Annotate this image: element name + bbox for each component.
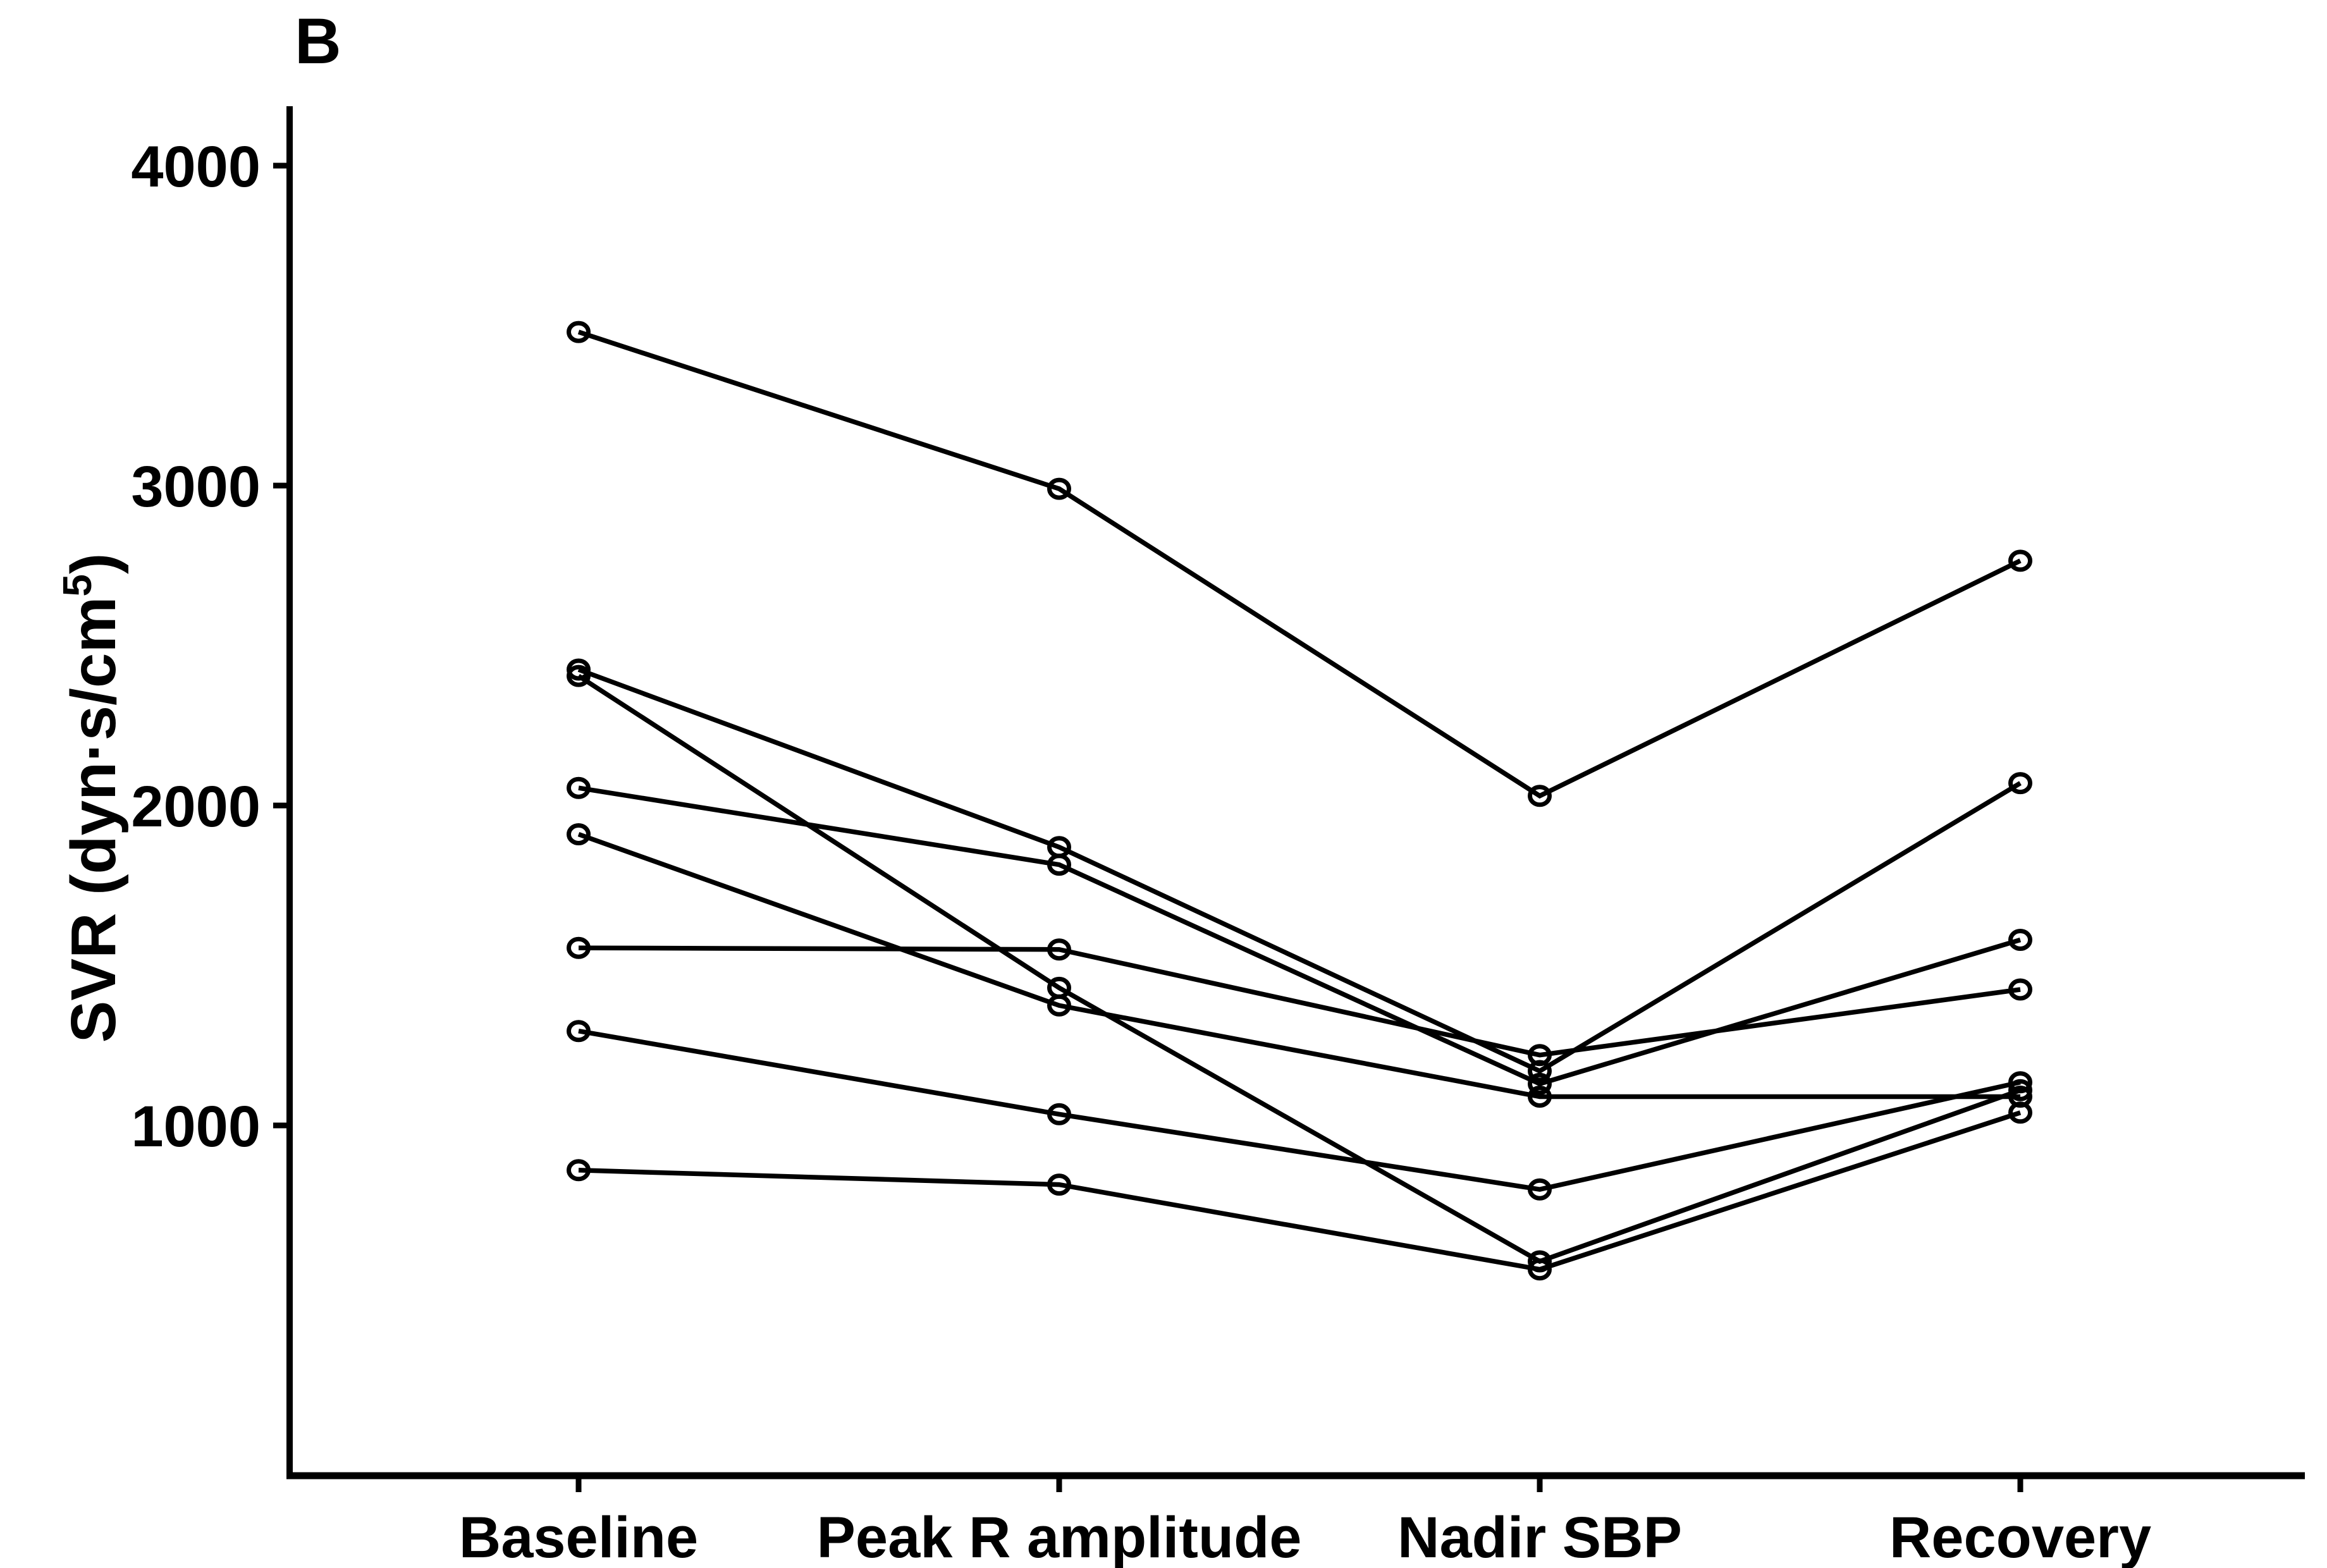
series-markers-group (567, 321, 2032, 1281)
data-point-subject-2-3 (2008, 772, 2032, 795)
data-point-subject-4-1 (1047, 854, 1071, 876)
data-point-subject-4-0 (567, 776, 591, 799)
data-point-subject-6-0 (567, 936, 591, 959)
series-line-subject-2 (577, 667, 2022, 1074)
y-tick-label-4000: 4000 (131, 135, 261, 199)
panel-label: B (295, 5, 341, 77)
data-point-subject-8-1 (1047, 1173, 1071, 1196)
data-point-subject-8-0 (567, 1159, 591, 1182)
series-line-subject-1 (577, 329, 2022, 799)
data-point-subject-6-3 (2008, 978, 2032, 1001)
data-point-subject-3-3 (2008, 1079, 2032, 1101)
x-category-label-2: Nadir SBP (1397, 1505, 1682, 1568)
data-point-subject-7-0 (567, 1020, 591, 1043)
series-line-subject-4 (578, 785, 2022, 1087)
data-point-subject-7-2 (1528, 1178, 1552, 1201)
y-tick-label-1000: 1000 (131, 1094, 261, 1159)
y-axis-title: SVR (dyn·s/cm5) (54, 553, 129, 1043)
data-point-subject-4-3 (2008, 929, 2032, 951)
y-tick-label-3000: 3000 (131, 455, 261, 519)
data-point-subject-5-1 (1047, 994, 1071, 1017)
data-point-subject-8-2 (1528, 1258, 1552, 1281)
series-line-subject-5 (577, 831, 2020, 1099)
series-line-subject-7 (578, 1029, 2021, 1192)
data-point-subject-5-2 (1528, 1086, 1552, 1108)
data-point-subject-1-3 (2008, 549, 2032, 572)
series-lines-group (577, 329, 2022, 1272)
series-line-subject-3 (577, 673, 2022, 1265)
data-point-subject-1-0 (567, 321, 591, 343)
y-tick-label-2000: 2000 (131, 775, 261, 839)
x-category-label-1: Peak R amplitude (817, 1505, 1302, 1568)
data-point-subject-7-3 (2008, 1071, 2032, 1094)
data-point-subject-8-3 (2008, 1101, 2032, 1124)
data-point-subject-6-1 (1047, 938, 1071, 961)
x-category-label-0: Baseline (459, 1505, 698, 1568)
data-point-subject-1-1 (1047, 477, 1071, 500)
data-point-subject-1-2 (1528, 785, 1552, 807)
data-point-subject-7-1 (1047, 1103, 1071, 1125)
data-point-subject-5-0 (567, 823, 591, 845)
series-line-subject-8 (578, 1110, 2022, 1272)
x-category-label-3: Recovery (1889, 1505, 2151, 1568)
data-point-subject-3-0 (567, 665, 591, 687)
series-line-subject-6 (578, 945, 2021, 1058)
data-point-subject-3-2 (1528, 1250, 1552, 1273)
data-point-subject-4-2 (1528, 1072, 1552, 1095)
data-point-subject-6-2 (1528, 1044, 1552, 1067)
